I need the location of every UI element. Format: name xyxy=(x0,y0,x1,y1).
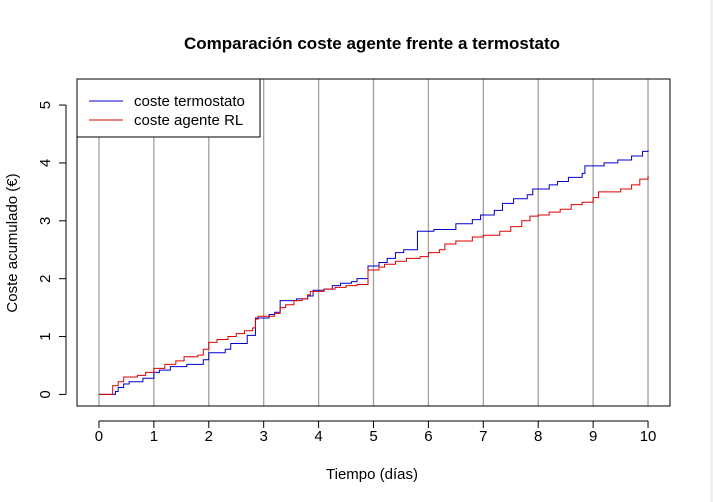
y-tick-label: 2 xyxy=(37,275,54,283)
y-tick-label: 3 xyxy=(37,217,54,225)
legend: coste termostato coste agente RL xyxy=(76,78,261,138)
y-axis: 0 1 2 3 4 5 xyxy=(37,101,67,399)
x-tick-label: 2 xyxy=(205,428,213,445)
x-tick-label: 0 xyxy=(95,428,103,445)
x-axis: 0 1 2 3 4 5 6 7 8 9 10 xyxy=(95,420,657,445)
window-edge xyxy=(710,0,713,502)
y-tick-label: 1 xyxy=(37,332,54,340)
x-tick-label: 6 xyxy=(424,428,432,445)
legend-label-agente: coste agente RL xyxy=(134,112,243,129)
series-layer xyxy=(98,150,649,395)
y-tick-label: 5 xyxy=(37,101,54,109)
x-tick-label: 1 xyxy=(150,428,158,445)
x-tick-label: 4 xyxy=(314,428,322,445)
legend-box xyxy=(76,78,261,138)
x-axis-label: Tiempo (días) xyxy=(326,466,418,483)
series-line-termostato xyxy=(98,150,649,395)
x-tick-label: 5 xyxy=(369,428,377,445)
legend-label-termostato: coste termostato xyxy=(134,93,245,110)
y-tick-label: 4 xyxy=(37,159,54,167)
y-axis-label: Coste acumulado (€) xyxy=(4,173,21,312)
x-tick-label: 7 xyxy=(479,428,487,445)
x-tick-label: 8 xyxy=(534,428,542,445)
x-tick-label: 10 xyxy=(640,428,657,445)
x-tick-label: 3 xyxy=(260,428,268,445)
series-line-agente-rl xyxy=(98,175,649,395)
chart-title: Comparación coste agente frente a termos… xyxy=(184,34,560,53)
x-tick-label: 9 xyxy=(589,428,597,445)
y-tick-label: 0 xyxy=(37,390,54,398)
gridlines xyxy=(98,79,649,406)
plot-frame xyxy=(76,78,671,407)
